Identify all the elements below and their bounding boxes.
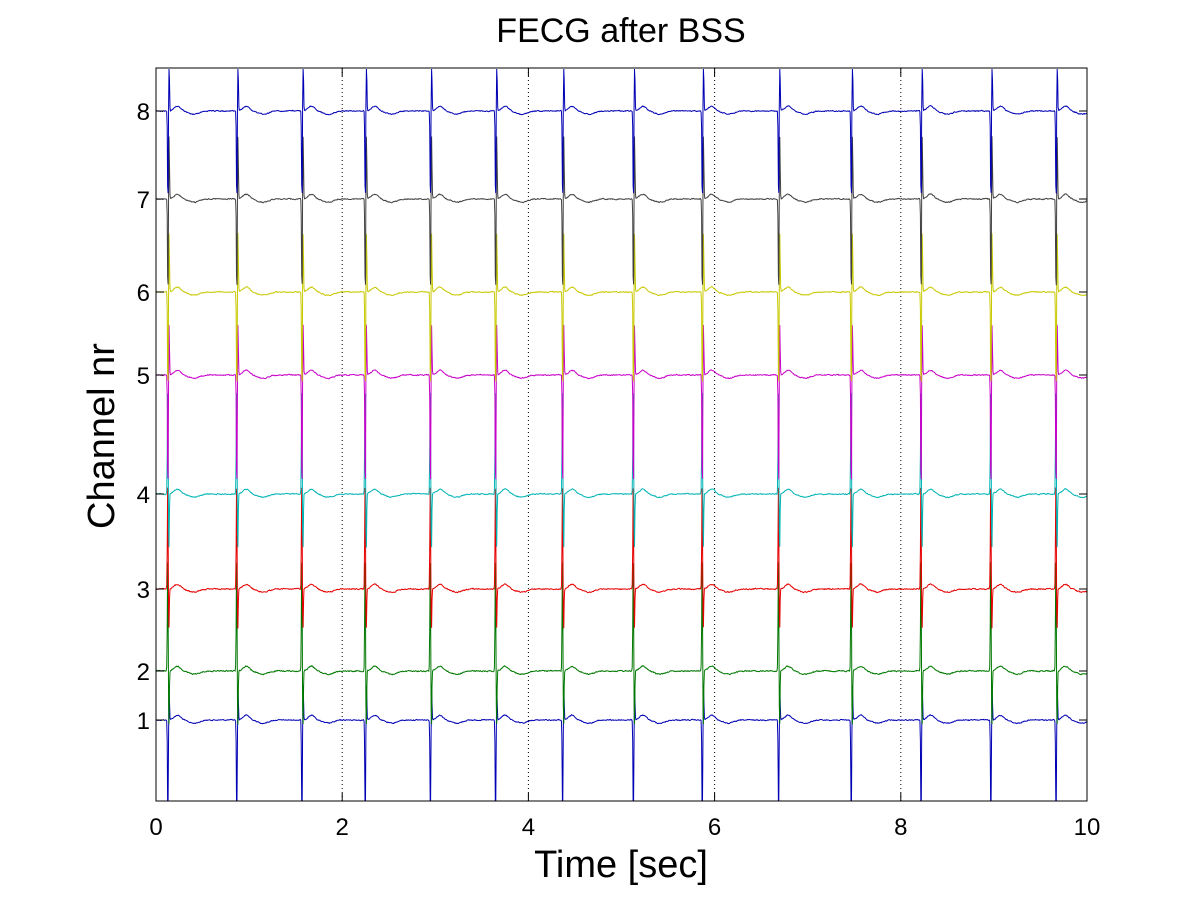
y-tick-label: 3 [137, 577, 150, 604]
plot-traces [155, 68, 1088, 801]
y-tick-label: 1 [137, 708, 150, 735]
channel-trace-4 [155, 392, 1088, 548]
chart-title: FECG after BSS [496, 12, 745, 50]
y-axis-ticks: 1 2 3 4 5 6 7 8 [137, 99, 1087, 735]
y-tick-label: 6 [137, 280, 150, 307]
x-tick-label: 4 [522, 814, 535, 841]
channel-trace-2 [155, 562, 1087, 725]
plot-area-frame [155, 67, 1088, 802]
y-tick-label: 5 [137, 363, 150, 390]
x-tick-label: 0 [149, 814, 162, 841]
y-tick-label: 8 [137, 99, 150, 126]
y-tick-label: 4 [137, 482, 150, 509]
x-tick-label: 2 [336, 814, 349, 841]
x-tick-label: 6 [708, 814, 721, 841]
x-tick-label: 10 [1074, 814, 1101, 841]
channel-trace-6 [155, 233, 1088, 382]
x-tick-label: 8 [894, 814, 907, 841]
channel-trace-8 [155, 68, 1088, 194]
channel-trace-7 [155, 136, 1088, 286]
y-axis-label: Channel nr [81, 343, 123, 529]
y-tick-label: 2 [137, 659, 150, 686]
channel-trace-1 [155, 685, 1087, 801]
channel-trace-5 [155, 324, 1088, 480]
x-axis-label: Time [sec] [534, 844, 708, 886]
channel-trace-3 [155, 487, 1088, 629]
x-axis-ticks: 0 2 4 6 8 10 [149, 68, 1100, 841]
y-tick-label: 7 [137, 187, 150, 214]
